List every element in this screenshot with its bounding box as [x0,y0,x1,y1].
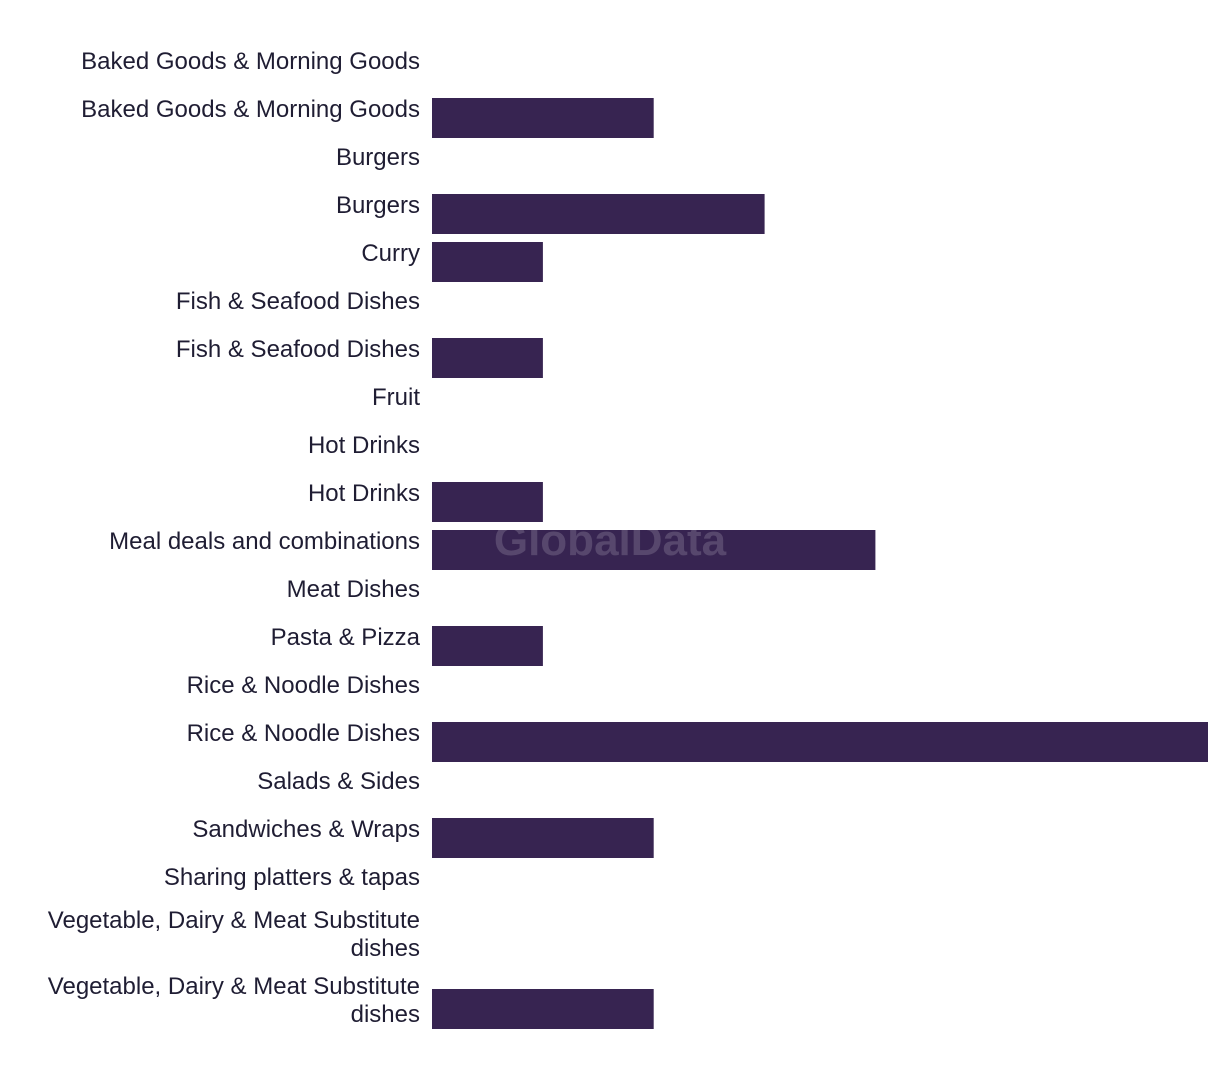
category-label: Meal deals and combinations [109,528,420,555]
category-label: Fruit [372,384,420,411]
category-label: Baked Goods & Morning Goods [81,96,420,123]
bar [432,818,654,858]
bar [432,722,1208,762]
category-label: Curry [361,240,420,267]
category-label: Vegetable, Dairy & Meat Substitute dishes [48,907,420,962]
category-label: Fish & Seafood Dishes [176,288,420,315]
category-label: Baked Goods & Morning Goods [81,48,420,75]
watermark-logo: GlobalData [494,516,727,565]
category-labels-group: Baked Goods & Morning Goods Baked Goods &… [48,48,421,1028]
category-label: Sandwiches & Wraps [192,816,420,843]
bar [432,242,543,282]
bar [432,989,654,1029]
category-label: Rice & Noodle Dishes [187,720,420,747]
bar [432,98,654,138]
category-label: Hot Drinks [308,432,420,459]
category-label: Burgers [336,192,420,219]
category-label: Burgers [336,144,420,171]
category-label: Fish & Seafood Dishes [176,336,420,363]
category-label: Hot Drinks [308,480,420,507]
bar [432,338,543,378]
category-label: Vegetable, Dairy & Meat Substitute dishes [48,973,420,1028]
category-label: Rice & Noodle Dishes [187,672,420,699]
category-label: Pasta & Pizza [271,624,421,651]
category-label: Salads & Sides [257,768,420,795]
bar [432,482,543,522]
bar [432,530,876,570]
category-label: Meat Dishes [287,576,420,603]
category-label: Sharing platters & tapas [164,864,420,891]
bar [432,626,543,666]
bar [432,194,765,234]
bars-group [432,98,1208,1029]
